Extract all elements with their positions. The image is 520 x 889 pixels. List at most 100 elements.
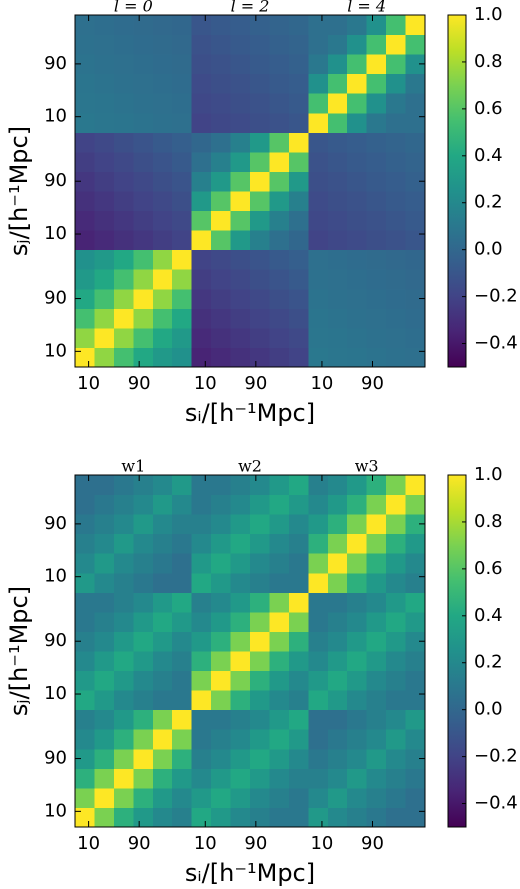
heatmap-cell bbox=[327, 93, 348, 114]
heatmap-cell bbox=[347, 494, 368, 515]
heatmap-cell bbox=[327, 73, 348, 94]
heatmap-cell bbox=[405, 308, 426, 329]
heatmap-cell bbox=[308, 729, 329, 750]
heatmap-cell bbox=[75, 288, 95, 309]
heatmap-cell bbox=[172, 748, 193, 769]
heatmap-cell bbox=[152, 151, 173, 172]
heatmap-cell bbox=[405, 494, 426, 515]
heatmap-cell bbox=[133, 191, 154, 212]
heatmap-cell bbox=[308, 210, 329, 231]
heatmap-cell bbox=[152, 15, 173, 36]
heatmap-cell bbox=[75, 249, 95, 270]
heatmap-cell bbox=[308, 347, 329, 368]
heatmap-cell bbox=[172, 514, 193, 535]
heatmap-cell bbox=[386, 690, 407, 711]
heatmap-cell bbox=[327, 327, 348, 348]
heatmap-cell bbox=[172, 249, 193, 270]
heatmap-cell bbox=[211, 132, 232, 153]
heatmap-cell bbox=[211, 347, 232, 368]
heatmap-cell bbox=[75, 690, 95, 711]
heatmap-cell bbox=[133, 748, 154, 769]
heatmap-cell bbox=[269, 611, 290, 632]
heatmap-cell bbox=[347, 93, 368, 114]
heatmap-cell bbox=[366, 308, 387, 329]
heatmap-cell bbox=[94, 230, 115, 251]
heatmap-cell bbox=[366, 15, 387, 36]
heatmap-cell bbox=[327, 611, 348, 632]
heatmap-cell bbox=[327, 787, 348, 808]
heatmap-cell bbox=[211, 592, 232, 613]
heatmap-cell bbox=[327, 631, 348, 652]
heatmap-cell bbox=[191, 553, 212, 574]
heatmap-cell bbox=[172, 54, 193, 75]
heatmap-cell bbox=[94, 54, 115, 75]
heatmap-cell bbox=[269, 592, 290, 613]
heatmap-cell bbox=[113, 631, 134, 652]
heatmap-cell bbox=[386, 34, 407, 55]
heatmap-cell bbox=[172, 592, 193, 613]
heatmap-cell bbox=[308, 249, 329, 270]
heatmap-cell bbox=[191, 171, 212, 192]
x-axis-label: sᵢ/[h⁻¹Mpc] bbox=[185, 399, 315, 427]
heatmap-cell bbox=[133, 73, 154, 94]
heatmap-cell bbox=[191, 611, 212, 632]
heatmap-cell bbox=[133, 327, 154, 348]
heatmap-cell bbox=[308, 327, 329, 348]
heatmap-cell bbox=[75, 611, 95, 632]
heatmap-cell bbox=[250, 748, 270, 769]
heatmap-cell bbox=[347, 651, 368, 672]
heatmap-cell bbox=[113, 288, 134, 309]
heatmap-cell bbox=[327, 269, 348, 290]
heatmap-cell bbox=[113, 670, 134, 691]
heatmap-cell bbox=[133, 631, 154, 652]
colorbar-tick-label: 0.2 bbox=[474, 652, 503, 673]
heatmap-cell bbox=[230, 34, 251, 55]
heatmap-cell bbox=[308, 73, 329, 94]
heatmap-cell bbox=[366, 494, 387, 515]
x-tick-label: 90 bbox=[128, 373, 151, 394]
heatmap-cell bbox=[269, 73, 290, 94]
heatmap-cell bbox=[288, 729, 309, 750]
heatmap-cell bbox=[191, 807, 212, 828]
heatmap-cell bbox=[172, 171, 193, 192]
heatmap-cell bbox=[386, 191, 407, 212]
heatmap-cell bbox=[386, 327, 407, 348]
y-tick-label: 90 bbox=[44, 748, 67, 769]
heatmap-cell bbox=[94, 210, 115, 231]
heatmap-cell bbox=[269, 327, 290, 348]
heatmap-cell bbox=[366, 230, 387, 251]
heatmap-cell bbox=[113, 807, 134, 828]
heatmap-cell bbox=[230, 631, 251, 652]
heatmap-cell bbox=[250, 73, 270, 94]
heatmap-cell bbox=[230, 514, 251, 535]
heatmap-cell bbox=[405, 670, 426, 691]
heatmap-cell bbox=[288, 191, 309, 212]
heatmap-cell bbox=[347, 670, 368, 691]
heatmap-cell bbox=[366, 592, 387, 613]
heatmap-cell bbox=[191, 494, 212, 515]
heatmap-cell bbox=[405, 230, 426, 251]
heatmap-cell bbox=[94, 151, 115, 172]
heatmap-cell bbox=[152, 191, 173, 212]
y-tick-label: 10 bbox=[44, 566, 67, 587]
heatmap-cell bbox=[152, 347, 173, 368]
heatmap-cell bbox=[211, 15, 232, 36]
heatmap-cell bbox=[152, 494, 173, 515]
heatmap-cell bbox=[366, 475, 387, 496]
heatmap-cell bbox=[386, 748, 407, 769]
heatmap-cell bbox=[94, 494, 115, 515]
heatmap-cell bbox=[211, 151, 232, 172]
heatmap-cell bbox=[133, 151, 154, 172]
heatmap-cell bbox=[405, 572, 426, 593]
heatmap-cell bbox=[308, 288, 329, 309]
heatmap-cell bbox=[172, 787, 193, 808]
colorbar-tick-label: 1.0 bbox=[474, 4, 503, 25]
heatmap-cell bbox=[75, 34, 95, 55]
heatmap-cell bbox=[288, 631, 309, 652]
heatmap-cell bbox=[327, 709, 348, 730]
heatmap-cell bbox=[133, 288, 154, 309]
heatmap-cell bbox=[347, 533, 368, 554]
heatmap-cell bbox=[308, 768, 329, 789]
heatmap-cell bbox=[405, 651, 426, 672]
heatmap-cell bbox=[230, 651, 251, 672]
